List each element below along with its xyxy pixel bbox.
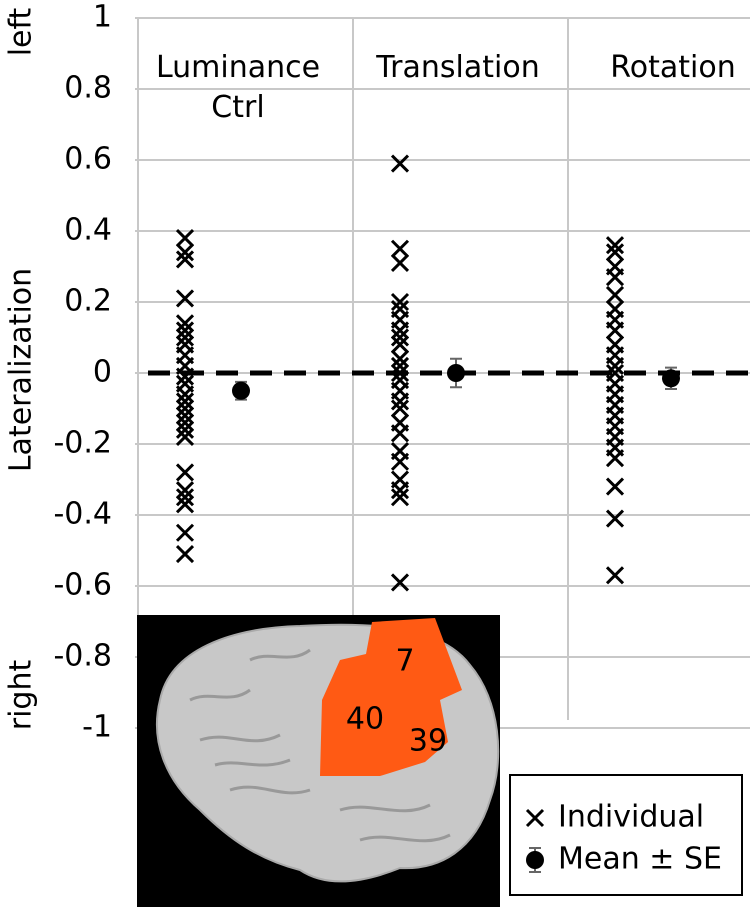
mean-point xyxy=(662,369,680,388)
individual-point xyxy=(175,229,195,248)
individual-point xyxy=(390,452,410,471)
individual-point xyxy=(605,243,625,262)
individual-point xyxy=(175,427,195,446)
individual-point xyxy=(175,420,195,439)
individual-point xyxy=(390,292,410,312)
category-label: Translation xyxy=(376,50,540,85)
individual-point xyxy=(175,392,195,411)
individual-point xyxy=(175,314,195,333)
individual-point xyxy=(175,406,195,425)
individual-point xyxy=(175,367,195,386)
individual-point xyxy=(390,253,410,273)
marks xyxy=(175,154,680,592)
individual-point xyxy=(390,573,410,592)
legend-symbol xyxy=(526,851,544,869)
brain-gyri xyxy=(189,648,451,843)
y-tick-label: -0.4 xyxy=(53,497,112,532)
legend-box xyxy=(509,774,743,896)
individual-point xyxy=(175,385,195,404)
individual-point xyxy=(175,463,195,482)
individual-point xyxy=(605,477,625,496)
inset-label: 40 xyxy=(346,702,384,737)
y-tick-label: -1 xyxy=(82,710,112,745)
legend: Individual Mean ± SE xyxy=(509,774,743,896)
individual-point xyxy=(605,509,625,528)
individual-point xyxy=(175,495,195,514)
individual-point xyxy=(605,356,625,375)
inset-label: 7 xyxy=(395,644,414,679)
y-tick-label: 0.6 xyxy=(64,142,112,177)
legend-symbol xyxy=(525,808,545,828)
individual-point xyxy=(390,356,410,375)
individual-point xyxy=(390,481,410,500)
y-tick-label: 0.8 xyxy=(64,71,112,106)
individual-point xyxy=(175,321,195,340)
legend-label: Mean ± SE xyxy=(558,842,722,877)
individual-point xyxy=(175,413,195,432)
y-axis-label: Lateralization xyxy=(4,268,39,472)
individual-point xyxy=(175,399,195,418)
individual-point xyxy=(605,449,625,468)
individual-point xyxy=(605,321,625,340)
individual-point xyxy=(175,481,195,500)
individual-point xyxy=(390,328,410,347)
y-tick-label: 0 xyxy=(93,355,112,390)
annotation-left: left xyxy=(4,7,39,56)
y-tick-label: 0.4 xyxy=(64,213,112,248)
individual-point xyxy=(175,328,195,347)
individual-point xyxy=(605,285,625,304)
y-tick-label: 1 xyxy=(93,0,112,35)
individual-point xyxy=(390,399,410,418)
individual-point xyxy=(175,250,195,269)
brain-inset: 7 40 39 xyxy=(137,615,500,907)
individual-point xyxy=(390,154,410,173)
individual-point xyxy=(390,335,410,354)
y-tick-label: -0.6 xyxy=(53,568,112,603)
individual-point xyxy=(390,424,410,443)
individual-point xyxy=(175,243,195,262)
individual-point xyxy=(390,349,410,368)
mean-point xyxy=(447,364,465,382)
individual-point xyxy=(390,321,410,340)
individual-point xyxy=(605,236,625,255)
individual-point xyxy=(175,488,195,507)
category-label: Rotation xyxy=(610,50,736,85)
mean-point xyxy=(232,381,250,400)
y-tick-label: -0.2 xyxy=(53,426,112,461)
individual-point xyxy=(605,268,625,287)
region-highlight xyxy=(320,618,462,776)
individual-point xyxy=(175,523,195,542)
inset-label: 39 xyxy=(409,724,447,759)
individual-point xyxy=(390,363,410,383)
individual-point xyxy=(390,392,410,411)
individual-point xyxy=(390,239,410,258)
annotation-right: right xyxy=(4,660,39,731)
individual-point xyxy=(175,289,195,308)
legend-label: Individual xyxy=(558,800,704,835)
category-label: Luminance Ctrl xyxy=(155,50,321,125)
y-tick-label: 0.2 xyxy=(64,284,112,319)
individual-point xyxy=(605,566,625,585)
individual-point xyxy=(390,488,410,507)
individual-point xyxy=(175,544,195,564)
y-tick-label: -0.8 xyxy=(53,639,112,674)
